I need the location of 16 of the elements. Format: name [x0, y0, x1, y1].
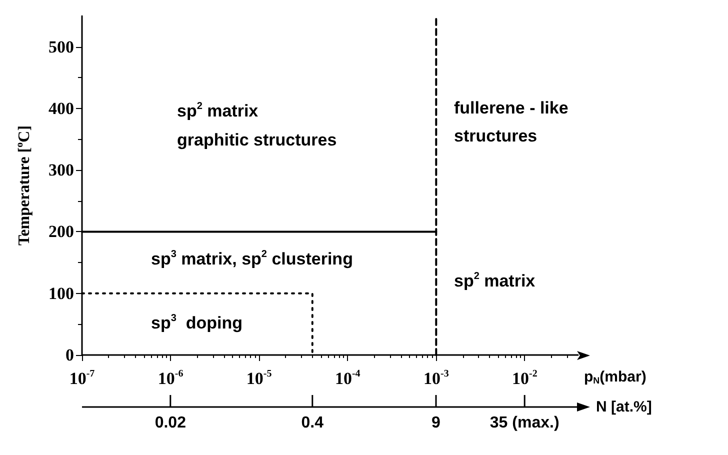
y-tick-label: 200: [48, 222, 74, 242]
x-axis-title: pN(mbar): [584, 368, 646, 386]
text: 9: [432, 414, 441, 432]
y-axis-title: Temperature [oC]: [14, 125, 34, 246]
annotation: structures: [454, 126, 538, 146]
y-tick-label: 0: [66, 346, 74, 364]
text: 0.02: [154, 414, 186, 432]
y-tick-label: 300: [48, 160, 74, 180]
text: 0.4: [301, 414, 324, 432]
y-tick-label: 100: [48, 284, 74, 303]
y-tick-label: 400: [48, 98, 74, 118]
y-tick-label: 500: [48, 37, 74, 56]
x2-axis-title: N [at.%]: [596, 398, 652, 416]
annotation: graphitic structures: [177, 130, 337, 150]
annotation: fullerene - like: [454, 98, 568, 118]
text: 35 (max.): [490, 414, 560, 432]
